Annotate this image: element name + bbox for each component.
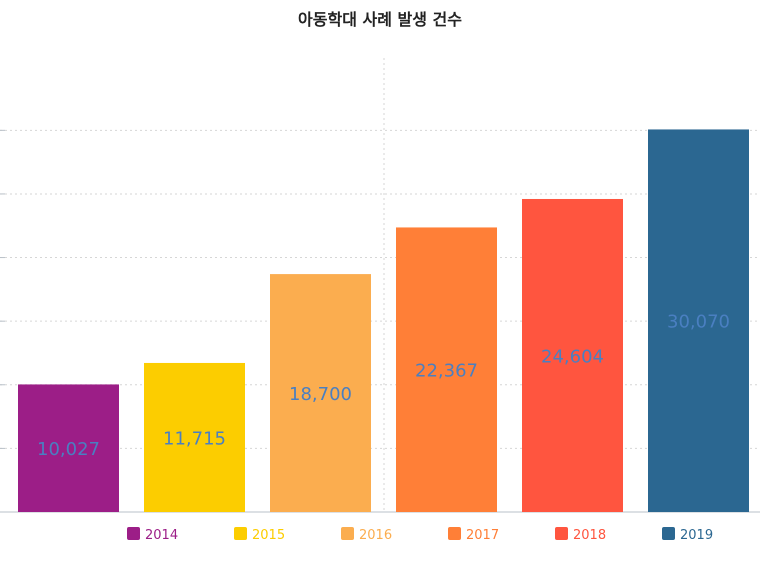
bar-value-label: 24,604 — [541, 346, 604, 367]
bar-2017[interactable] — [396, 227, 497, 512]
legend-item-2016[interactable]: 2016 — [341, 527, 392, 543]
legend-item-2019[interactable]: 2019 — [662, 527, 713, 543]
legend-label: 2015 — [252, 528, 285, 543]
legend-label: 2018 — [573, 528, 606, 543]
bars — [18, 129, 749, 513]
bar-2016[interactable] — [270, 274, 371, 512]
legend-item-2018[interactable]: 2018 — [555, 527, 606, 543]
legend-swatch — [341, 527, 354, 540]
bar-2015[interactable] — [144, 362, 245, 512]
legend-swatch — [127, 527, 140, 540]
bar-2018[interactable] — [522, 198, 623, 513]
chart-title: 아동학대 사례 발생 건수 — [298, 10, 462, 29]
legend-label: 2017 — [466, 528, 499, 543]
gridlines — [0, 129, 760, 449]
legend-item-2017[interactable]: 2017 — [448, 527, 499, 543]
bar-value-label: 30,070 — [667, 312, 730, 333]
legend: 2014 2015 2016 2017 2018 2019 — [127, 527, 713, 543]
legend-label: 2014 — [145, 528, 178, 543]
bar-value-label: 11,715 — [163, 428, 226, 449]
bar-value-label: 10,027 — [37, 439, 100, 460]
legend-label: 2016 — [359, 528, 392, 543]
bar-value-label: 22,367 — [415, 361, 478, 382]
legend-label: 2019 — [680, 528, 713, 543]
legend-item-2014[interactable]: 2014 — [127, 527, 178, 543]
data-labels: 10,027 11,715 18,700 22,367 24,604 30,070 — [37, 312, 730, 460]
legend-swatch — [662, 527, 675, 540]
bar-value-label: 18,700 — [289, 384, 352, 405]
bar-2019[interactable] — [648, 129, 749, 512]
legend-swatch — [234, 527, 247, 540]
legend-swatch — [555, 527, 568, 540]
legend-item-2015[interactable]: 2015 — [234, 527, 285, 543]
legend-swatch — [448, 527, 461, 540]
bar-2014[interactable] — [18, 384, 119, 512]
